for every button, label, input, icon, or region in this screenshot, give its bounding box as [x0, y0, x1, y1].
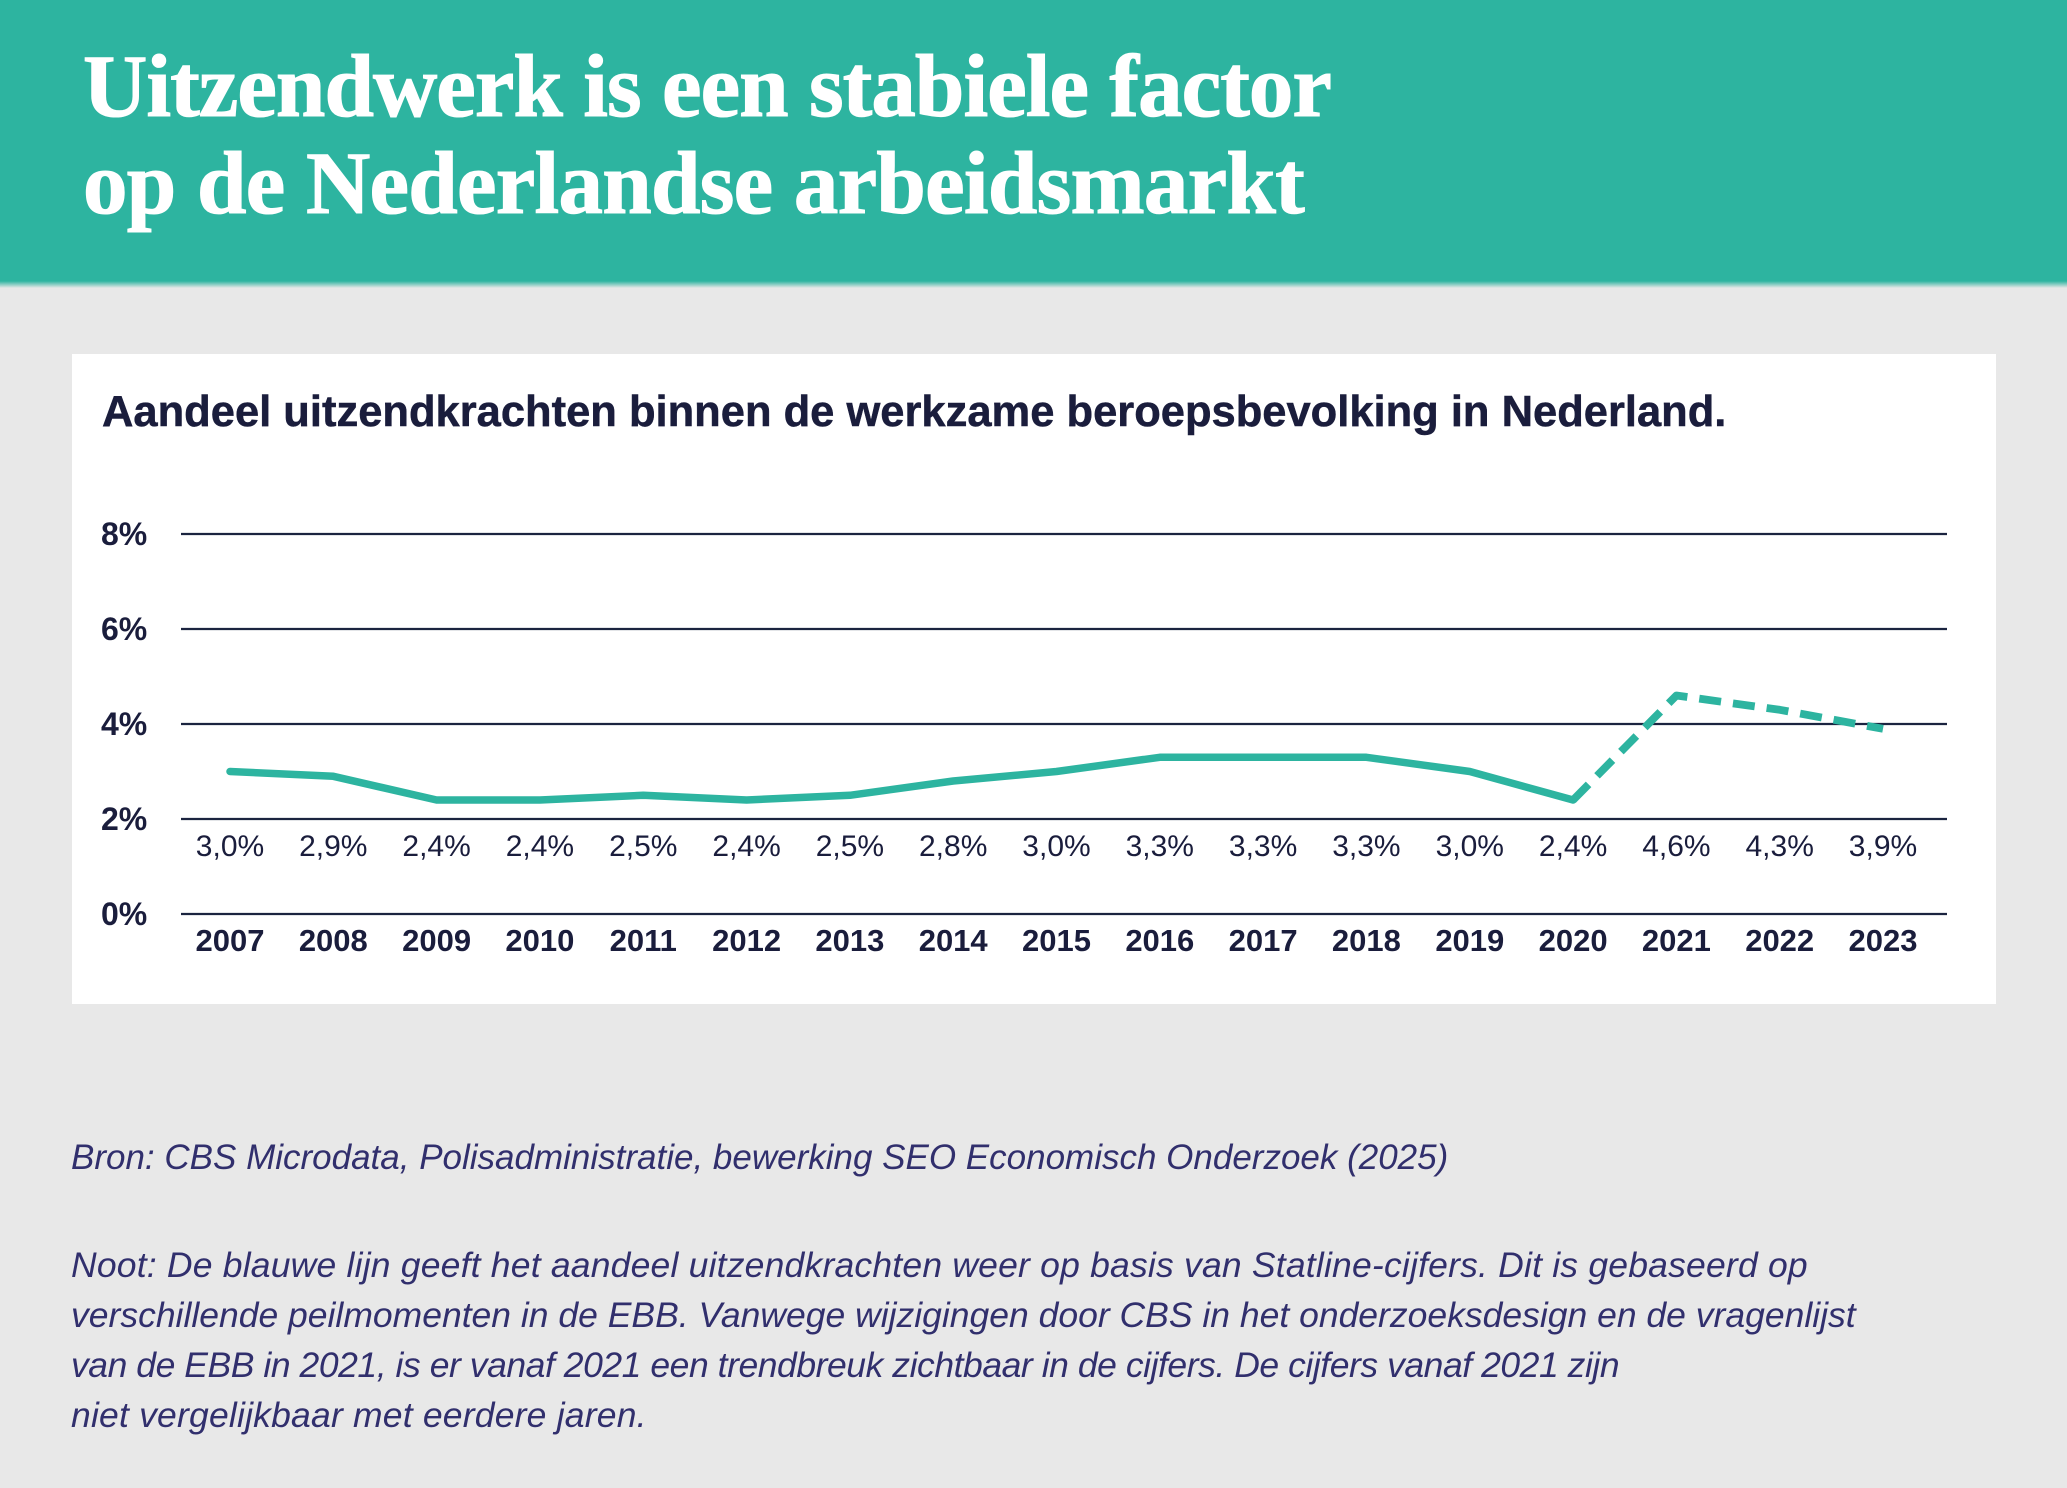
svg-text:8%: 8% — [101, 516, 147, 552]
svg-text:4%: 4% — [101, 706, 147, 742]
svg-text:2022: 2022 — [1745, 923, 1814, 958]
svg-text:2016: 2016 — [1125, 923, 1194, 958]
svg-text:2023: 2023 — [1849, 923, 1918, 958]
svg-text:2009: 2009 — [402, 923, 471, 958]
svg-text:2,4%: 2,4% — [506, 830, 574, 863]
svg-text:2008: 2008 — [299, 923, 368, 958]
svg-text:2,5%: 2,5% — [609, 830, 677, 863]
svg-text:3,9%: 3,9% — [1849, 830, 1917, 863]
svg-text:2%: 2% — [101, 801, 147, 837]
svg-text:2018: 2018 — [1332, 923, 1401, 958]
svg-text:2007: 2007 — [196, 923, 265, 958]
svg-text:2015: 2015 — [1022, 923, 1091, 958]
svg-text:2021: 2021 — [1642, 923, 1711, 958]
svg-text:4,6%: 4,6% — [1642, 830, 1710, 863]
svg-text:2020: 2020 — [1539, 923, 1608, 958]
svg-text:2,4%: 2,4% — [402, 830, 470, 863]
svg-text:2019: 2019 — [1435, 923, 1504, 958]
svg-text:2011: 2011 — [610, 923, 677, 958]
svg-text:3,0%: 3,0% — [1022, 830, 1090, 863]
svg-text:2,8%: 2,8% — [919, 830, 987, 863]
svg-text:2,9%: 2,9% — [299, 830, 367, 863]
svg-text:2,4%: 2,4% — [712, 830, 780, 863]
svg-text:4,3%: 4,3% — [1746, 830, 1814, 863]
svg-text:3,3%: 3,3% — [1126, 830, 1194, 863]
svg-text:2010: 2010 — [505, 923, 574, 958]
svg-text:2,5%: 2,5% — [816, 830, 884, 863]
svg-text:3,0%: 3,0% — [196, 830, 264, 863]
svg-text:0%: 0% — [101, 896, 147, 932]
svg-text:3,0%: 3,0% — [1436, 830, 1504, 863]
svg-text:3,3%: 3,3% — [1229, 830, 1297, 863]
svg-text:2013: 2013 — [815, 923, 884, 958]
svg-text:2012: 2012 — [712, 923, 781, 958]
svg-text:2014: 2014 — [919, 923, 989, 958]
svg-text:3,3%: 3,3% — [1332, 830, 1400, 863]
svg-text:2017: 2017 — [1229, 923, 1298, 958]
svg-text:6%: 6% — [101, 611, 147, 647]
svg-text:2,4%: 2,4% — [1539, 830, 1607, 863]
